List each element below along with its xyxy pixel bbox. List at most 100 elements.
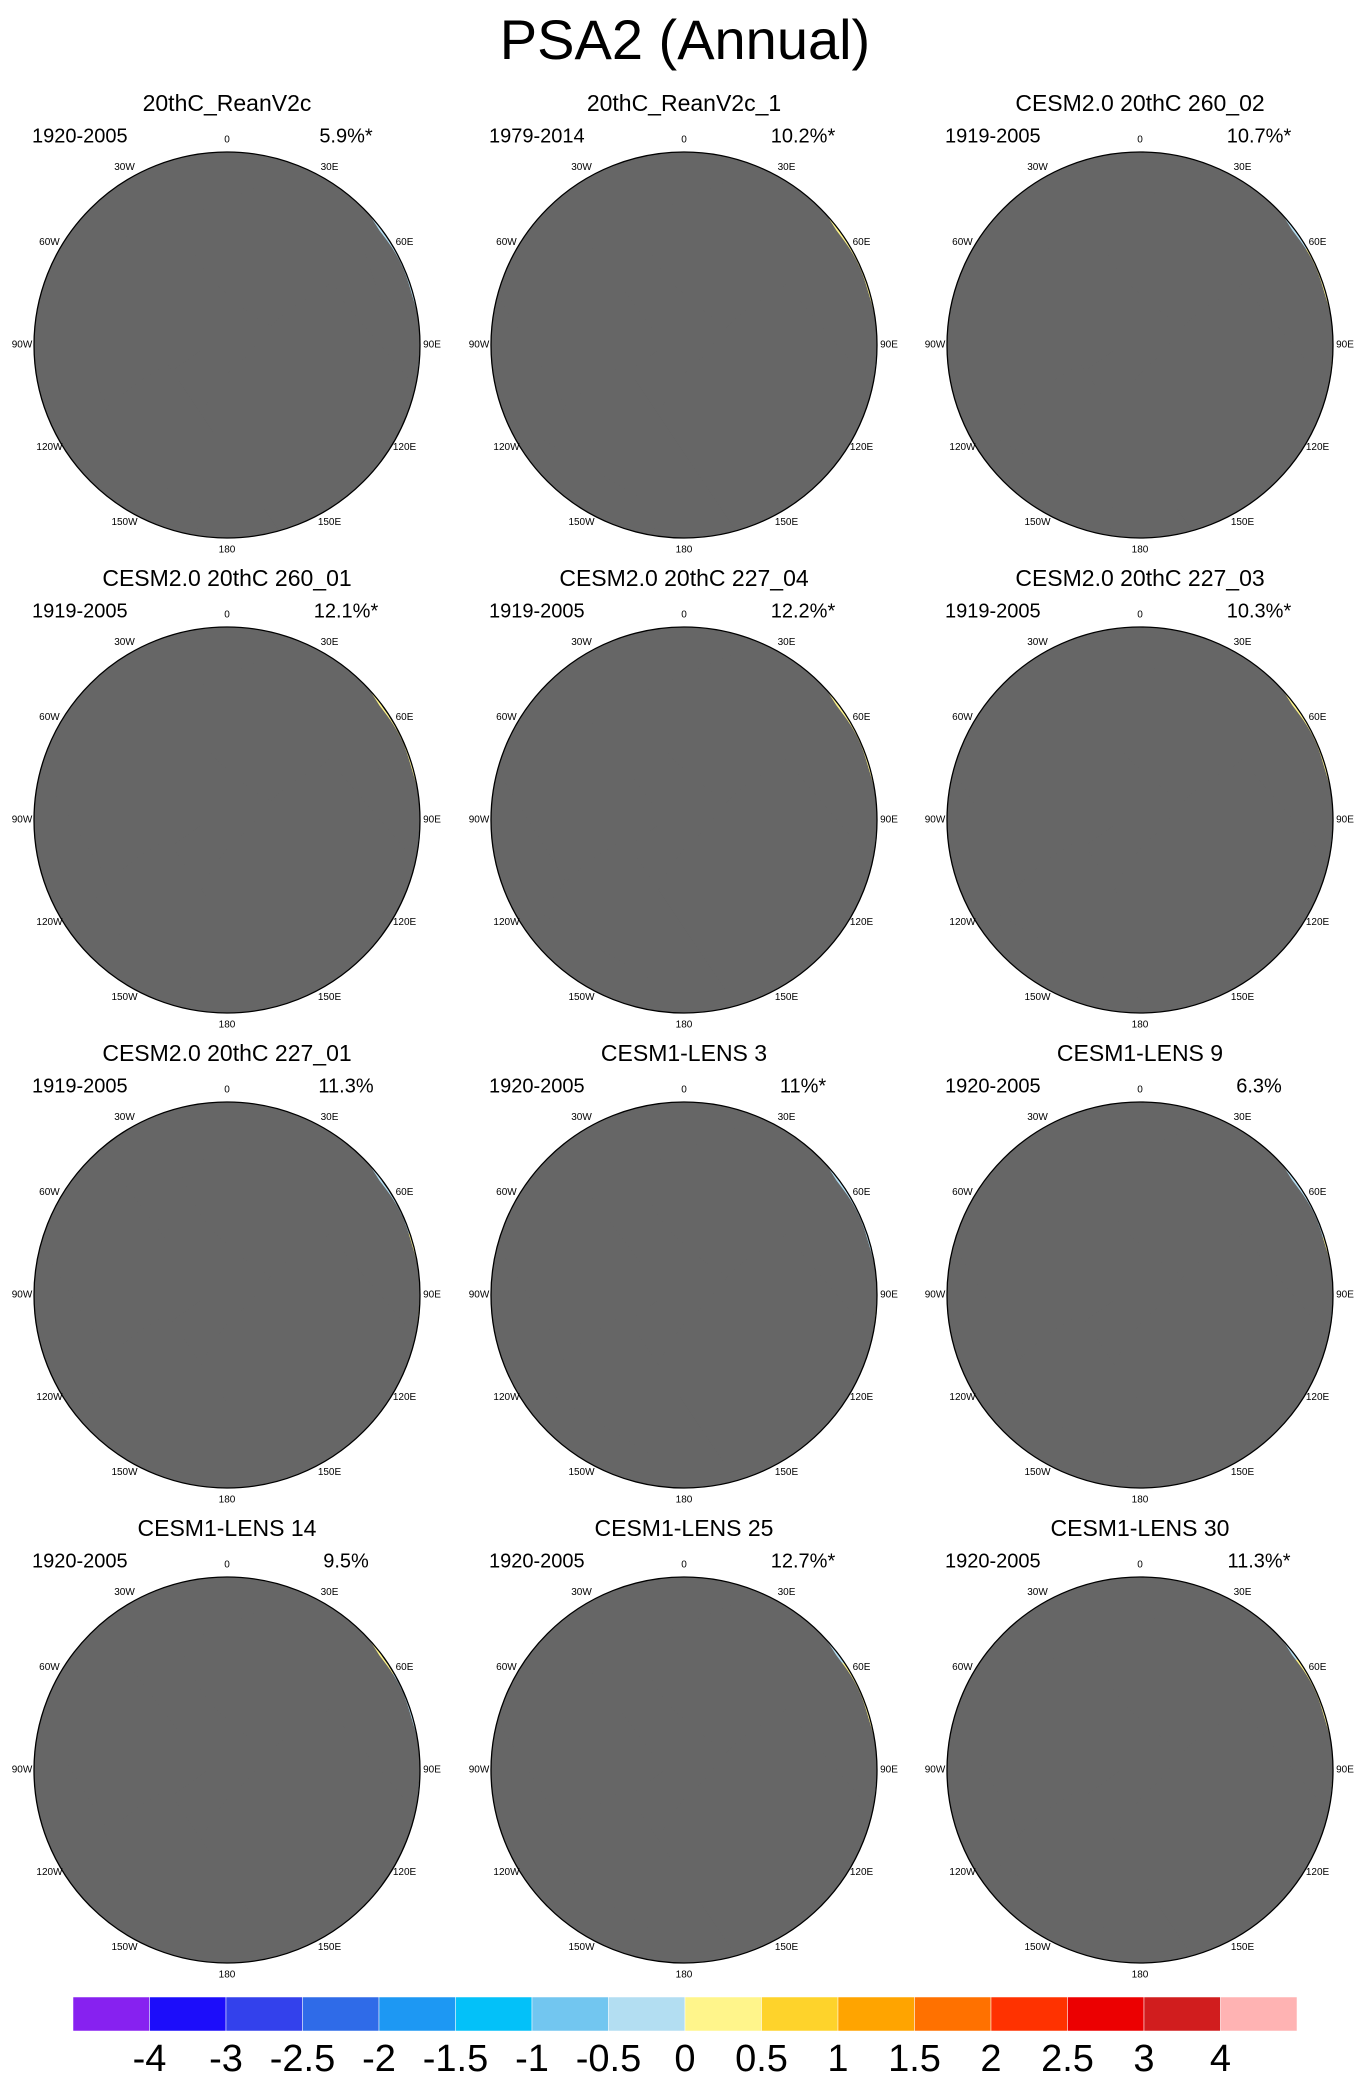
longitude-label: 60W [496,1187,517,1198]
map-panel: 0 30E 60E 90E 120E 150E 180 150W 120W 90W 60W 30W CE… [469,1515,899,1981]
longitude-label: 90E [1336,815,1354,826]
period-label: 1919-2005 [945,600,1041,622]
longitude-label: 0 [1137,1560,1143,1571]
coastline [495,1581,873,1940]
longitude-label: 180 [676,545,693,556]
longitude-label: 120W [949,1867,976,1878]
map-boundary [490,1101,878,1489]
colorbar-tick-label: -1 [515,2038,549,2080]
panel-title: CESM1-LENS 9 [1057,1040,1223,1066]
map-panel: 0 30E 60E 90E 120E 150E 180 150W 120W 90W 60W 30W CE… [12,565,442,1031]
colorbar-tick-label: -2.5 [270,2038,335,2080]
longitude-label: 90W [925,1290,946,1301]
map-panel: 0 30E 60E 90E 120E 150E 180 150W 120W 90W 60W 30W CE… [469,1040,899,1506]
map-boundary [946,626,1334,1014]
variance-explained-label: 12.1%* [314,600,379,622]
map-boundary [33,1101,421,1489]
map-boundary [490,151,878,539]
map-boundary [946,1576,1334,1964]
longitude-label: 60W [39,237,60,248]
variance-explained-label: 10.7%* [1227,125,1292,147]
coastline [951,1581,1329,1940]
colorbar-tick-label: -0.5 [576,2038,641,2080]
longitude-label: 0 [224,1085,230,1096]
contour-field [34,1102,420,1488]
longitude-label: 30W [114,1112,135,1123]
longitude-label: 0 [681,1085,687,1096]
map-boundary [490,1576,878,1964]
longitude-label: 90E [1336,340,1354,351]
contour-field [34,1577,420,1963]
longitude-label: 60E [853,1187,871,1198]
longitude-label: 30E [321,1112,339,1123]
panel-title: CESM1-LENS 14 [138,1515,317,1541]
longitude-label: 90E [880,815,898,826]
longitude-label: 60W [496,1662,517,1673]
map-panel: 0 30E 60E 90E 120E 150E 180 150W 120W 90W 60W 30W CE… [925,1515,1355,1981]
longitude-label: 30E [1234,1112,1252,1123]
panel-title: CESM2.0 20thC 260_01 [102,565,351,591]
longitude-label: 30W [1027,1112,1048,1123]
coastline [38,1106,416,1465]
longitude-label: 120E [850,917,874,928]
longitude-label: 30E [778,1587,796,1598]
longitude-label: 150W [1024,1942,1051,1953]
longitude-label: 150W [1024,1467,1051,1478]
colorbar-swatch [225,1996,303,2032]
longitude-label: 0 [681,610,687,621]
longitude-label: 60E [1309,712,1327,723]
colorbar-tick-label: 2 [980,2038,1001,2080]
longitude-label: 150W [568,992,595,1003]
colorbar-tick-label: 0 [674,2038,695,2080]
colorbar-tick-label: -1.5 [423,2038,488,2080]
longitude-label: 150E [1231,992,1255,1003]
map-panel: 0 30E 60E 90E 120E 150E 180 150W 120W 90W 60W 30W CE… [12,1040,442,1506]
longitude-label: 60E [853,1662,871,1673]
longitude-label: 60E [396,237,414,248]
longitude-label: 180 [1132,1495,1149,1506]
longitude-label: 0 [224,610,230,621]
panel-title: CESM1-LENS 30 [1051,1515,1230,1541]
longitude-label: 60W [39,712,60,723]
colorbar-tick-label: -4 [133,2038,167,2080]
longitude-label: 30E [1234,1587,1252,1598]
colorbar-swatch [149,1996,227,2032]
colorbar-swatch [684,1996,762,2032]
longitude-label: 120W [493,1392,520,1403]
longitude-label: 60E [853,712,871,723]
colorbar-swatch [72,1996,150,2032]
longitude-label: 120E [1306,1392,1330,1403]
longitude-label: 0 [224,1560,230,1571]
longitude-label: 90W [469,1290,490,1301]
longitude-label: 150E [775,992,799,1003]
longitude-label: 120W [949,917,976,928]
longitude-label: 30E [778,1112,796,1123]
longitude-label: 120E [850,1867,874,1878]
longitude-label: 90E [423,815,441,826]
period-label: 1920-2005 [945,1550,1041,1572]
longitude-label: 120W [36,1867,63,1878]
variance-explained-label: 9.5% [323,1550,369,1572]
longitude-label: 150E [775,1942,799,1953]
longitude-label: 90E [880,340,898,351]
colorbar-tick-label: -3 [209,2038,243,2080]
period-label: 1919-2005 [32,1075,128,1097]
longitude-label: 180 [676,1020,693,1031]
longitude-label: 120W [493,1867,520,1878]
variance-explained-label: 10.3%* [1227,600,1292,622]
longitude-label: 120E [850,1392,874,1403]
period-label: 1919-2005 [32,600,128,622]
colorbar-tick-label: -2 [362,2038,396,2080]
longitude-label: 60W [39,1187,60,1198]
coastline [38,631,416,990]
map-panel: 0 30E 60E 90E 120E 150E 180 150W 120W 90W 60W 30W 20… [469,90,899,556]
longitude-label: 180 [1132,1970,1149,1981]
contour-field [491,627,877,1013]
period-label: 1920-2005 [945,1075,1041,1097]
longitude-label: 90W [469,1765,490,1776]
longitude-label: 150E [1231,517,1255,528]
longitude-label: 150E [318,992,342,1003]
colorbar-tick-label: 2.5 [1041,2038,1094,2080]
longitude-label: 150E [1231,1467,1255,1478]
